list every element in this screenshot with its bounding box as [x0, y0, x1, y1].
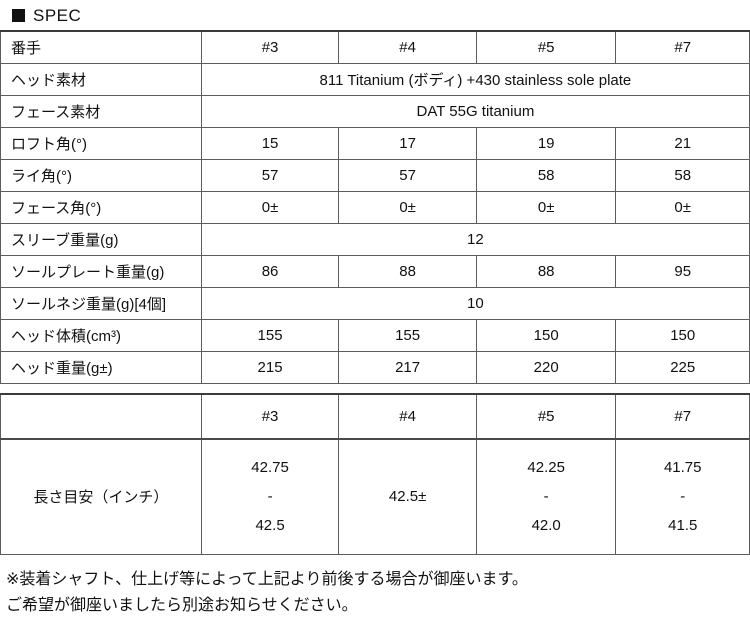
- cell-club-5: 150: [475, 318, 617, 352]
- row-label: ロフト角(°): [0, 126, 202, 160]
- row-label: ソールプレート重量(g): [0, 254, 202, 288]
- table-row: フェース素材 DAT 55G titanium: [0, 94, 750, 128]
- cell-club-3: 15: [200, 126, 340, 160]
- header-club-5: #5: [475, 393, 617, 440]
- cell-club-5: #5: [475, 30, 617, 64]
- cell-club-7: 225: [615, 350, 750, 384]
- row-label: スリーブ重量(g): [0, 222, 202, 256]
- table-row: フェース角(°) 0± 0± 0± 0±: [0, 190, 750, 224]
- cell-club-7: 0±: [615, 190, 750, 224]
- length-line: 42.75: [251, 458, 289, 476]
- header-club-4: #4: [338, 393, 477, 440]
- table-separator: [0, 384, 750, 393]
- length-table: #3 #4 #5 #7 長さ目安（インチ） 42.75 - 42.5 42.5±…: [0, 392, 750, 555]
- cell-length-club-7: 41.75 - 41.5: [615, 438, 750, 555]
- note-line: ご希望が御座いましたら別途お知らせください。: [6, 597, 358, 615]
- cell-club-4: 88: [338, 254, 477, 288]
- table-row: ロフト角(°) 15 17 19 21: [0, 126, 750, 160]
- length-line: 41.75: [663, 458, 702, 476]
- table-row: スリーブ重量(g) 12: [0, 222, 750, 256]
- cell-club-4: #4: [338, 30, 477, 64]
- row-label: フェース素材: [0, 94, 202, 128]
- spec-heading: SPEC: [0, 0, 750, 30]
- cell-club-4: 217: [338, 350, 477, 384]
- row-label: ヘッド体積(cm³): [0, 318, 202, 352]
- cell-club-7: 58: [615, 158, 750, 192]
- header-club-7: #7: [615, 393, 750, 440]
- note-line: ※装着シャフト、仕上げ等によって上記より前後する場合が御座います。: [6, 571, 528, 588]
- row-label-length: 長さ目安（インチ）: [0, 438, 202, 555]
- header-club-3: #3: [200, 393, 340, 440]
- black-square-icon: [12, 8, 25, 22]
- cell-length-club-5: 42.25 - 42.0: [475, 438, 617, 555]
- table-row: ライ角(°) 57 57 58 58: [0, 158, 750, 192]
- length-line: 41.5: [668, 517, 698, 535]
- cell-length-club-4: 42.5±: [338, 438, 477, 555]
- table-row: ヘッド体積(cm³) 155 155 150 150: [0, 318, 750, 352]
- table-row: ソールプレート重量(g) 86 88 88 95: [0, 254, 750, 288]
- cell-club-5: 88: [475, 254, 617, 288]
- cell-club-5: 58: [475, 158, 617, 192]
- table-header-row: #3 #4 #5 #7: [0, 393, 750, 440]
- cell-club-7: 150: [615, 318, 750, 352]
- row-label: フェース角(°): [0, 190, 202, 224]
- cell-club-3: 155: [200, 318, 340, 352]
- length-line: -: [543, 488, 549, 506]
- length-line: 42.5: [255, 517, 285, 535]
- cell-club-3: 57: [200, 158, 340, 192]
- table-row: ヘッド素材 811 Titanium (ボディ) +430 stainless …: [0, 62, 750, 96]
- cell-merged: DAT 55G titanium: [200, 94, 750, 128]
- row-label: ライ角(°): [0, 158, 202, 192]
- cell-club-4: 17: [338, 126, 477, 160]
- table-row: ヘッド重量(g±) 215 217 220 225: [0, 350, 750, 384]
- cell-club-3: #3: [200, 30, 340, 64]
- table-row: 番手 #3 #4 #5 #7: [0, 30, 750, 64]
- length-line: -: [680, 488, 686, 506]
- cell-club-5: 220: [475, 350, 617, 384]
- cell-club-5: 0±: [475, 190, 617, 224]
- cell-merged: 811 Titanium (ボディ) +430 stainless sole p…: [200, 62, 750, 96]
- cell-club-7: 95: [615, 254, 750, 288]
- length-line: 42.25: [527, 458, 565, 476]
- cell-merged: 12: [200, 222, 750, 256]
- cell-merged: 10: [200, 286, 750, 320]
- table-row: 長さ目安（インチ） 42.75 - 42.5 42.5± 42.25 - 42.…: [0, 438, 750, 555]
- row-label: ソールネジ重量(g)[4個]: [0, 286, 202, 320]
- cell-club-3: 86: [200, 254, 340, 288]
- length-line: 42.0: [531, 517, 561, 535]
- length-line: 42.5±: [388, 488, 427, 506]
- cell-club-7: 21: [615, 126, 750, 160]
- cell-club-5: 19: [475, 126, 617, 160]
- length-line: -: [267, 488, 273, 506]
- row-label: ヘッド素材: [0, 62, 202, 96]
- cell-club-7: #7: [615, 30, 750, 64]
- page-title: SPEC: [33, 5, 82, 25]
- header-blank: [0, 393, 202, 440]
- cell-club-4: 155: [338, 318, 477, 352]
- cell-club-3: 215: [200, 350, 340, 384]
- cell-club-4: 57: [338, 158, 477, 192]
- row-label: ヘッド重量(g±): [0, 350, 202, 384]
- row-label: 番手: [0, 30, 202, 64]
- table-row: ソールネジ重量(g)[4個] 10: [0, 286, 750, 320]
- spec-table: 番手 #3 #4 #5 #7 ヘッド素材 811 Titanium (ボディ) …: [0, 30, 750, 384]
- cell-club-4: 0±: [338, 190, 477, 224]
- cell-club-3: 0±: [200, 190, 340, 224]
- notes-block: ※装着シャフト、仕上げ等によって上記より前後する場合が御座います。 ご希望が御座…: [0, 555, 750, 620]
- cell-length-club-3: 42.75 - 42.5: [200, 438, 340, 555]
